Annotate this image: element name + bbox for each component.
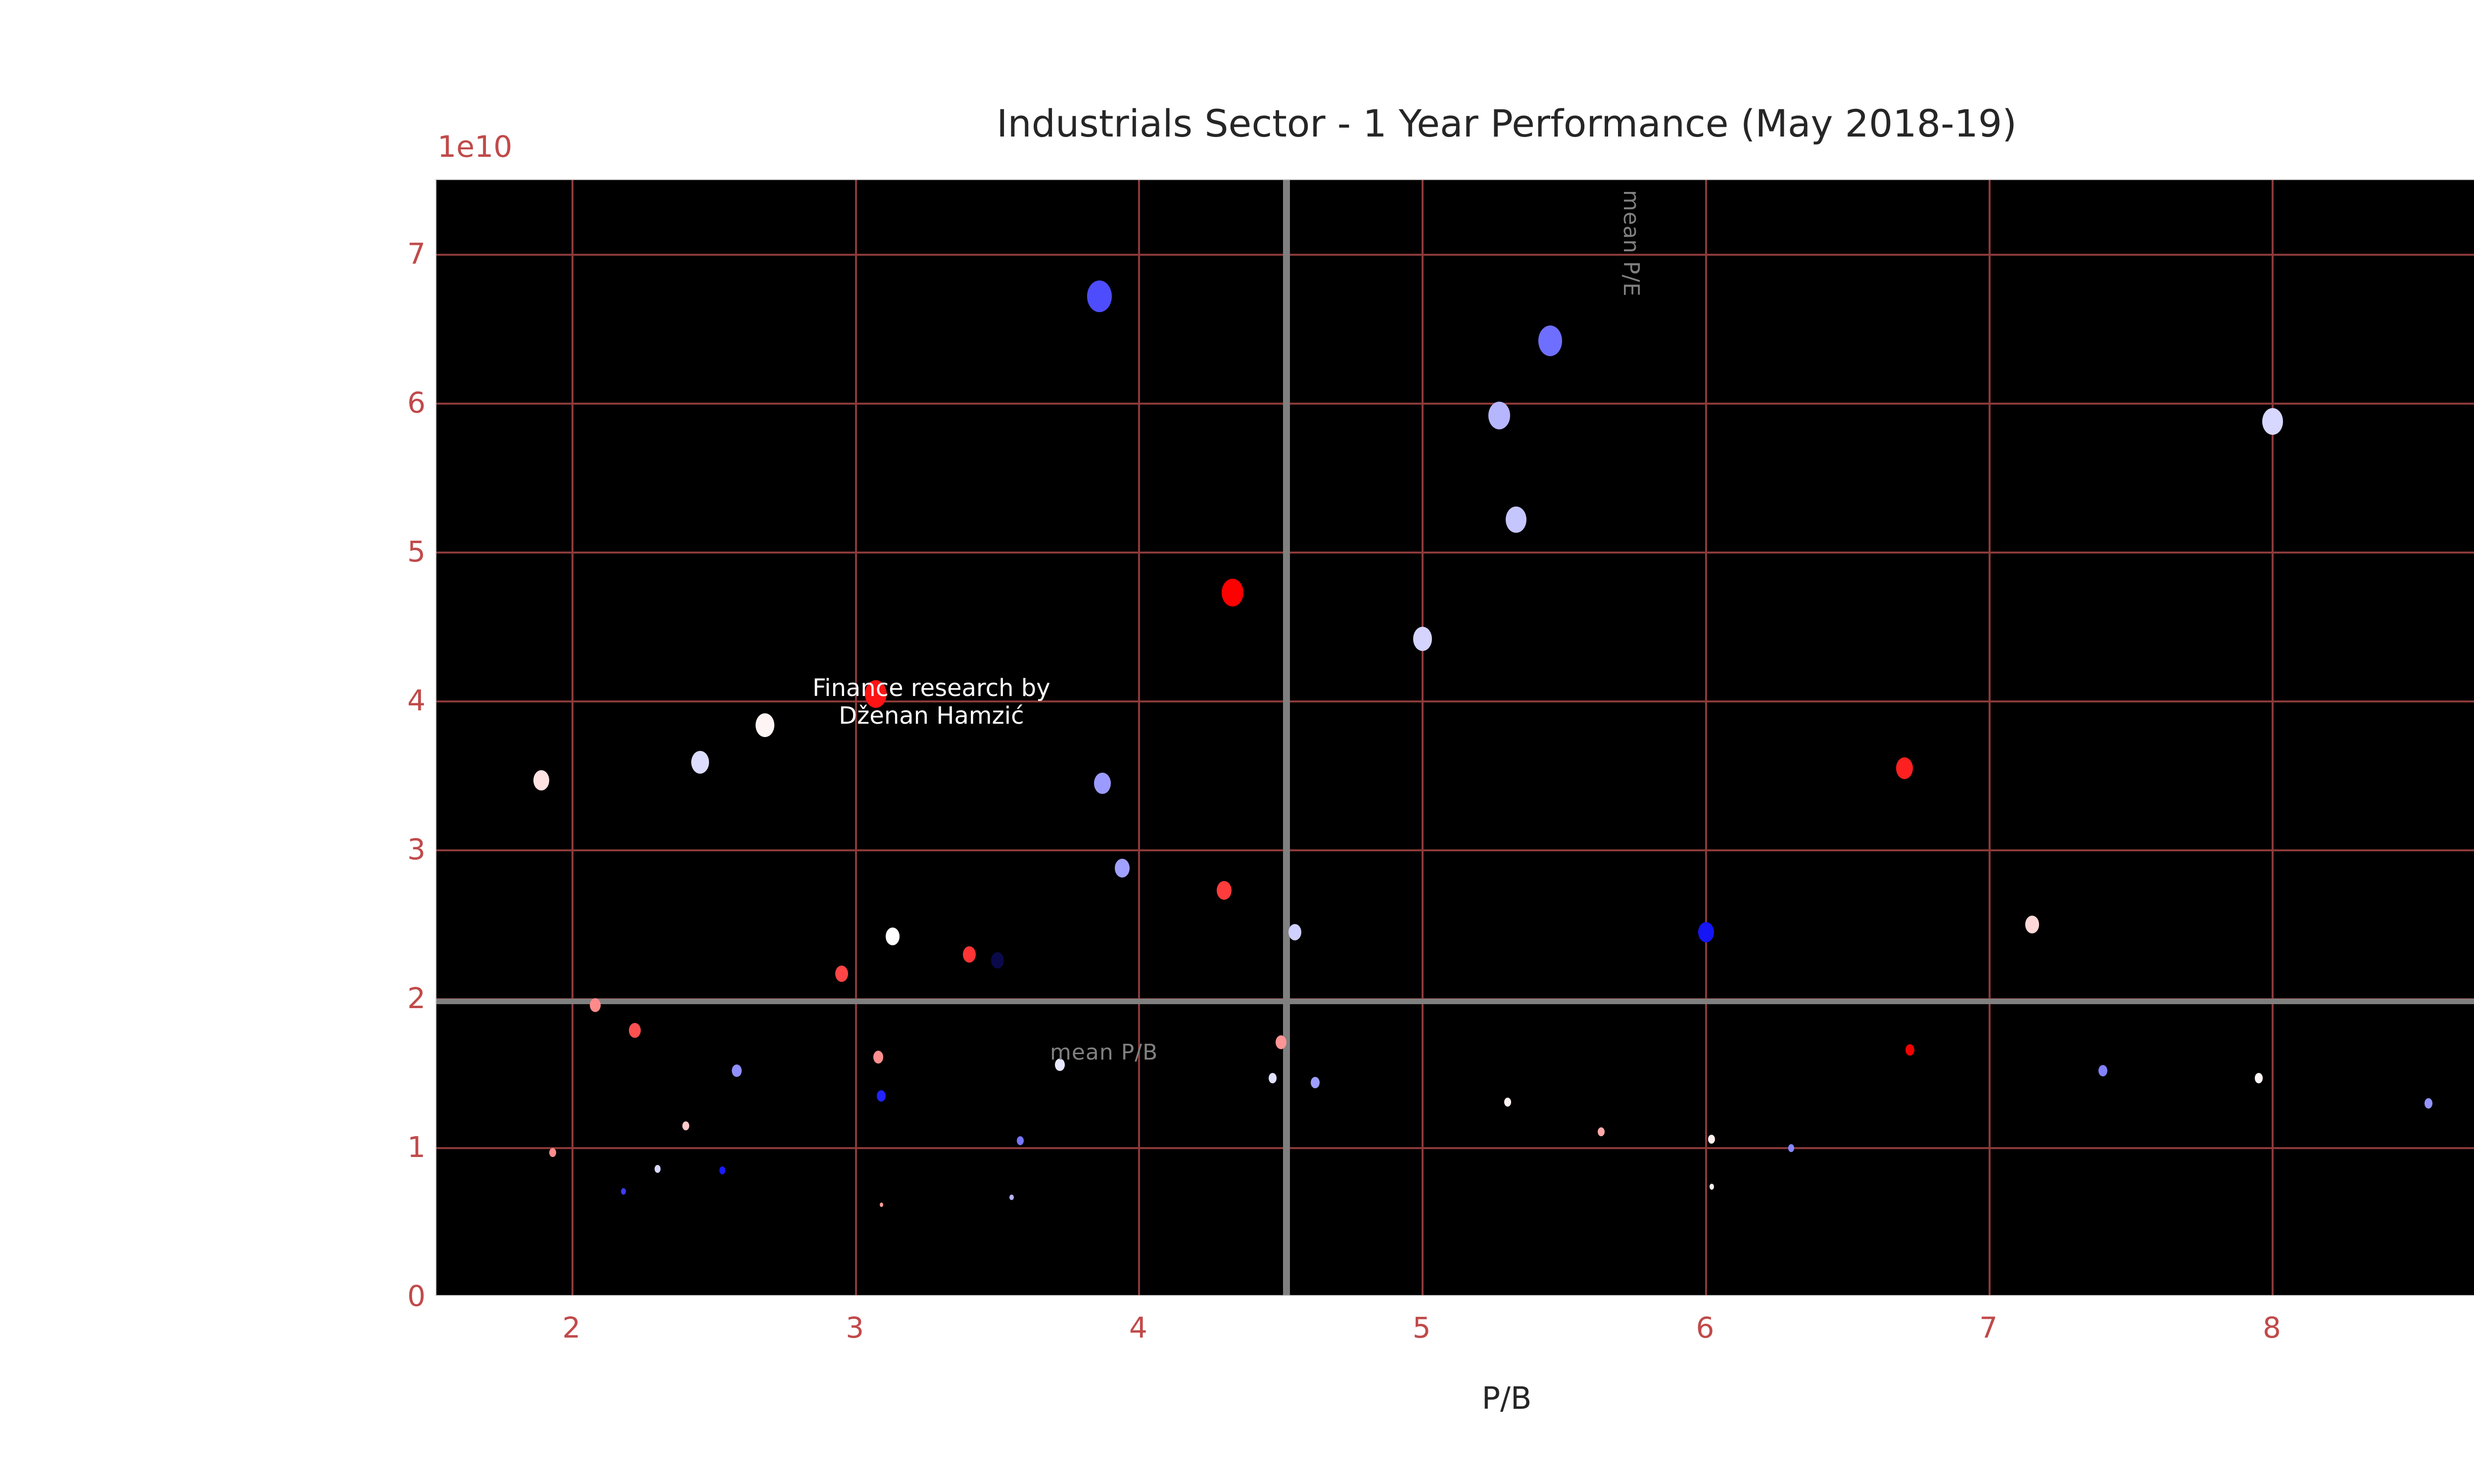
scatter-point[interactable] [886, 928, 900, 946]
x-tick-label: 2 [562, 1311, 581, 1345]
plot-area[interactable]: mean P/B mean P/E Finance research by Dž… [435, 179, 2474, 1296]
x-axis-label: P/B [1481, 1380, 1532, 1416]
scatter-point[interactable] [1708, 1134, 1715, 1144]
scatter-point[interactable] [962, 946, 976, 963]
gridline-horizontal [436, 700, 2474, 702]
scatter-point[interactable] [1896, 757, 1913, 779]
x-tick-label: 7 [1979, 1311, 1998, 1345]
credit-annotation: Finance research by Dženan Hamzić [812, 674, 1050, 730]
scatter-point[interactable] [1905, 1044, 1915, 1056]
x-tick-label: 3 [846, 1311, 864, 1345]
scatter-point[interactable] [1009, 1194, 1014, 1201]
scatter-point[interactable] [1115, 858, 1130, 878]
gridline-horizontal [436, 253, 2474, 256]
y-tick-label: 2 [407, 981, 426, 1015]
gridline-vertical [1988, 180, 1991, 1295]
scatter-point[interactable] [991, 952, 1004, 969]
scatter-point[interactable] [864, 680, 887, 708]
credit-line-1: Finance research by [812, 674, 1050, 702]
gridline-vertical [855, 180, 857, 1295]
scatter-point[interactable] [654, 1165, 661, 1173]
y-tick-label: 0 [407, 1279, 426, 1313]
scatter-point[interactable] [1598, 1127, 1605, 1136]
reference-line-horizontal [436, 999, 2474, 1005]
credit-line-2: Dženan Hamzić [839, 701, 1024, 730]
mean-pb-label: mean P/B [1050, 1040, 1158, 1065]
scatter-point[interactable] [756, 713, 775, 738]
y-tick-label: 5 [407, 534, 426, 568]
y-tick-label: 1 [407, 1130, 426, 1164]
scatter-point[interactable] [835, 966, 849, 982]
scatter-point[interactable] [1698, 922, 1714, 942]
gridline-vertical [571, 180, 573, 1295]
x-tick-label: 5 [1412, 1311, 1431, 1345]
scatter-point[interactable] [877, 1090, 886, 1102]
x-tick-label: 8 [2262, 1311, 2281, 1345]
scatter-point[interactable] [682, 1121, 690, 1130]
x-tick-label: 4 [1129, 1311, 1147, 1345]
scatter-point[interactable] [1488, 401, 1510, 429]
y-axis-ticklabels: 0 1 2 3 4 5 6 7 [346, 179, 426, 1313]
scatter-point[interactable] [691, 751, 709, 774]
scatter-point[interactable] [1504, 1097, 1511, 1107]
scatter-point[interactable] [2025, 916, 2039, 934]
scatter-point[interactable] [1788, 1144, 1794, 1152]
scatter-point[interactable] [1538, 325, 1562, 356]
chart-title: Industrials Sector - 1 Year Performance … [997, 101, 2017, 145]
scatter-point[interactable] [1217, 881, 1232, 900]
scatter-point[interactable] [879, 1202, 883, 1207]
scatter-point[interactable] [1055, 1058, 1065, 1071]
scatter-point[interactable] [1268, 1073, 1277, 1083]
scatter-point[interactable] [1094, 772, 1111, 794]
scatter-point[interactable] [719, 1166, 726, 1174]
scatter-point[interactable] [2254, 1073, 2263, 1083]
gridline-vertical [2272, 180, 2274, 1295]
scatter-point[interactable] [621, 1188, 626, 1195]
scatter-point[interactable] [732, 1064, 742, 1077]
y-tick-label: 4 [407, 683, 426, 717]
gridline-horizontal [436, 849, 2474, 851]
y-axis-offset-label: 1e10 [437, 130, 513, 164]
scatter-point[interactable] [1222, 578, 1244, 607]
scatter-point[interactable] [1275, 1035, 1286, 1050]
y-tick-label: 6 [407, 385, 426, 419]
scatter-point[interactable] [1506, 506, 1527, 533]
x-tick-label: 6 [1696, 1311, 1714, 1345]
scatter-point[interactable] [1288, 924, 1302, 940]
scatter-point[interactable] [1709, 1184, 1714, 1190]
gridline-vertical [1422, 180, 1424, 1295]
scatter-point[interactable] [628, 1022, 641, 1038]
gridline-vertical [1705, 180, 1707, 1295]
y-tick-label: 7 [407, 236, 426, 271]
gridline-horizontal [436, 1147, 2474, 1149]
mean-pe-label: mean P/E [1618, 190, 1644, 297]
y-tick-label: 3 [407, 832, 426, 866]
scatter-point[interactable] [549, 1148, 556, 1157]
gridline-horizontal [436, 551, 2474, 554]
scatter-point[interactable] [873, 1051, 884, 1064]
scatter-point[interactable] [1310, 1076, 1320, 1088]
scatter-point[interactable] [1087, 280, 1112, 312]
scatter-point[interactable] [533, 770, 549, 790]
scatter-point[interactable] [2425, 1098, 2433, 1109]
scatter-point[interactable] [2098, 1065, 2107, 1076]
scatter-point[interactable] [1016, 1136, 1024, 1145]
scatter-point[interactable] [589, 998, 601, 1012]
reference-line-vertical [1283, 180, 1290, 1295]
scatter-point[interactable] [2262, 408, 2284, 435]
gridline-horizontal [436, 402, 2474, 405]
x-axis-ticklabels: 2 3 4 5 6 7 8 [435, 1311, 2474, 1355]
scatter-point[interactable] [1413, 626, 1432, 651]
gridline-vertical [1138, 180, 1141, 1295]
